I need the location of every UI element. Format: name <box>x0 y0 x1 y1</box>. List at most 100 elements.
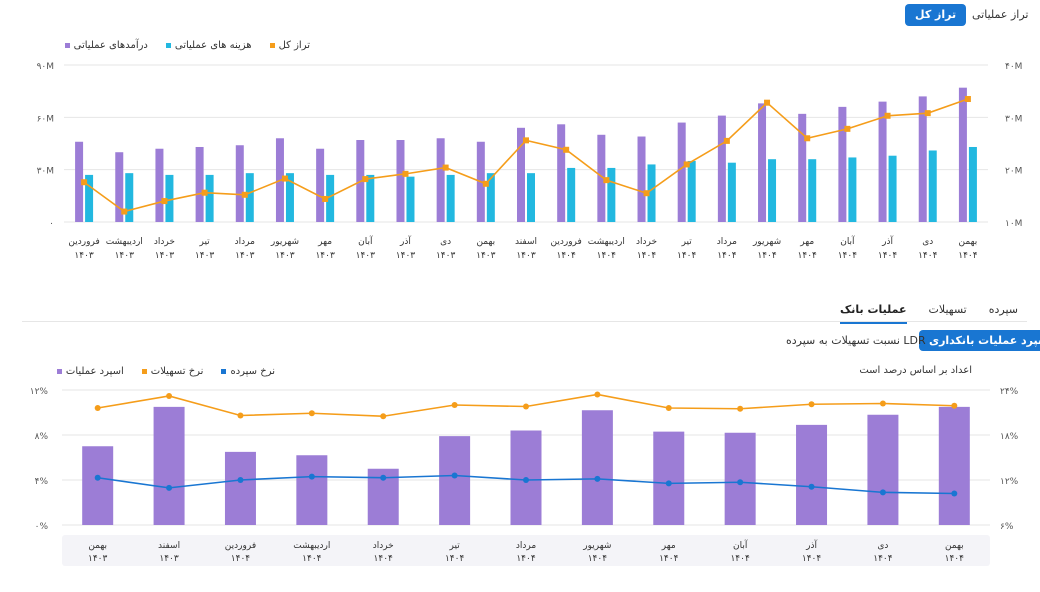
x-tick-label-month: بهمن <box>959 237 978 247</box>
legend-spread-swatch <box>56 369 62 374</box>
cost-bar <box>205 174 214 222</box>
x-tick-label-year: ۱۴۰۴ <box>717 251 737 261</box>
lending-rate-point <box>665 405 672 411</box>
deposit-rate-point <box>94 474 101 481</box>
x-tick-label-year: ۱۴۰۴ <box>637 251 657 261</box>
legend-spread: اسپرد عملیات <box>56 366 124 377</box>
x-tick-label-year: ۱۴۰۳ <box>159 554 179 564</box>
revenue-bar <box>316 148 325 222</box>
total-balance-point <box>563 146 570 153</box>
legend-lending-swatch <box>141 369 147 374</box>
total-balance-point <box>402 170 409 177</box>
spread-bar <box>938 406 970 525</box>
x-tick-label-month: دی <box>922 237 933 247</box>
total-balance-point <box>482 180 489 187</box>
revenue-bar <box>918 96 927 222</box>
deposit-rate-point <box>594 475 601 482</box>
spread-bar <box>224 451 256 525</box>
x-tick-label-year: ۱۴۰۳ <box>436 251 456 261</box>
x-tick-label-month: بهمن <box>945 541 964 551</box>
spread-chart: ۰% ۴% ۸% ۱۲% ۶% ۱۲% ۱۸% ۲۴% بهمن ۱۴۰۳ اسفند ۱۴۰۳ فرو… <box>30 387 1019 566</box>
x-tick-label-month: خرداد <box>373 541 394 551</box>
subtab-deposit[interactable]: سپرده <box>988 303 1018 316</box>
x-tick-label-year: ۱۴۰۳ <box>155 251 175 261</box>
y-left-tick-label: ۶۰M <box>37 114 54 124</box>
x-tick-label-year: ۱۴۰۴ <box>557 251 577 261</box>
cost-bar <box>687 160 696 222</box>
operational-balance-chart: ۰ ۳۰M ۶۰M ۹۰M ۱۰M ۲۰M ۳۰M ۴۰M فروردین ۱۴۰۳ اردیبهش… <box>37 62 1023 261</box>
deposit-rate-point <box>308 473 315 480</box>
x-tick-label-year: ۱۴۰۴ <box>757 251 777 261</box>
x-tick-label-month: بهمن <box>476 237 495 247</box>
total-balance-point <box>161 198 168 205</box>
tab-operational-balance[interactable]: تراز عملیاتی <box>972 8 1029 21</box>
x-tick-label-month: اردیبهشت <box>588 237 625 247</box>
x-tick-label-month: اردیبهشت <box>293 541 330 551</box>
revenue-bar <box>717 115 726 222</box>
x-tick-label-year: ۱۴۰۴ <box>445 554 465 564</box>
tab-total-balance[interactable]: تراز کل <box>905 4 967 26</box>
x-tick-label-year: ۱۴۰۳ <box>396 251 416 261</box>
revenue-bar <box>235 145 244 222</box>
x-tick-label-month: مهر <box>661 541 676 551</box>
cost-bar <box>366 174 375 222</box>
subtab-bank-operations[interactable]: عملیات بانک <box>839 303 907 324</box>
x-tick-label-year: ۱۴۰۳ <box>356 251 376 261</box>
cost-bar <box>125 173 134 222</box>
cost-bar <box>768 159 777 222</box>
x-tick-label-month: شهریور <box>752 237 781 247</box>
total-balance-point <box>764 99 771 106</box>
cost-bar <box>527 173 535 222</box>
spread-bar <box>653 431 685 525</box>
legend-cost-label: هزینه های عملیاتی <box>174 40 252 51</box>
x-tick-label-year: ۱۴۰۳ <box>476 251 496 261</box>
x-tick-label-year: ۱۴۰۳ <box>516 251 536 261</box>
total-balance-point <box>804 135 811 142</box>
x-tick-label-month: فروردین <box>551 237 582 247</box>
x-tick-label-month: آذر <box>399 235 411 247</box>
x-tick-label-year: ۱۴۰۳ <box>115 251 135 261</box>
spread-button[interactable]: اسپرد عملیات بانکداری <box>919 330 1040 351</box>
y-left-tick-label: ۸% <box>35 432 49 442</box>
lending-rate-point <box>951 402 958 409</box>
x-tick-label-month: خرداد <box>154 237 175 247</box>
ldr-button[interactable]: نسبت تسهیلات به سپرده LDR <box>786 334 926 347</box>
lending-rate-point <box>237 412 244 419</box>
y-right-tick-label: ۱۲% <box>1000 477 1019 487</box>
y-right-tick-label: ۲۰M <box>1005 167 1022 177</box>
chart2-note: اعداد بر اساس درصد است <box>859 365 972 376</box>
total-balance-point <box>201 189 208 196</box>
subtab-facilities[interactable]: تسهیلات <box>928 303 967 316</box>
lending-rate-point <box>808 401 815 408</box>
legend-total-swatch <box>269 43 275 48</box>
x-tick-label-month: مهر <box>799 237 814 247</box>
total-balance-point <box>121 208 128 215</box>
x-tick-label-year: ۱۴۰۳ <box>88 554 108 564</box>
x-tick-label-month: مرداد <box>717 237 737 247</box>
x-tick-label-year: ۱۴۰۴ <box>730 554 750 564</box>
total-balance-point <box>241 191 248 198</box>
x-tick-label-month: مرداد <box>516 541 536 551</box>
revenue-bar <box>557 124 566 222</box>
y-left-tick-label: ۳۰M <box>37 167 54 177</box>
lending-rate-point <box>523 403 529 410</box>
legend-revenue-label: درآمدهای عملیاتی <box>73 40 148 51</box>
deposit-rate-point <box>451 472 458 479</box>
x-tick-label-month: مهر <box>317 237 332 247</box>
x-tick-label-month: آبان <box>358 235 373 247</box>
revenue-bar <box>878 101 887 222</box>
x-tick-label-year: ۱۴۰۴ <box>302 554 322 564</box>
x-tick-label-year: ۱۴۰۳ <box>74 251 94 261</box>
spread-bar <box>796 424 828 525</box>
total-balance-point <box>844 125 851 132</box>
cost-bar <box>326 174 335 222</box>
x-tick-label-month: دی <box>877 541 888 551</box>
spread-bar <box>581 410 613 525</box>
spread-bar <box>867 414 899 525</box>
cost-bar <box>727 162 736 222</box>
y-left-tick-label: ۰ <box>49 219 54 229</box>
x-tick-label-month: آبان <box>840 235 855 247</box>
total-balance-line <box>83 98 969 213</box>
revenue-bar <box>115 152 124 222</box>
cost-bar <box>928 150 937 222</box>
